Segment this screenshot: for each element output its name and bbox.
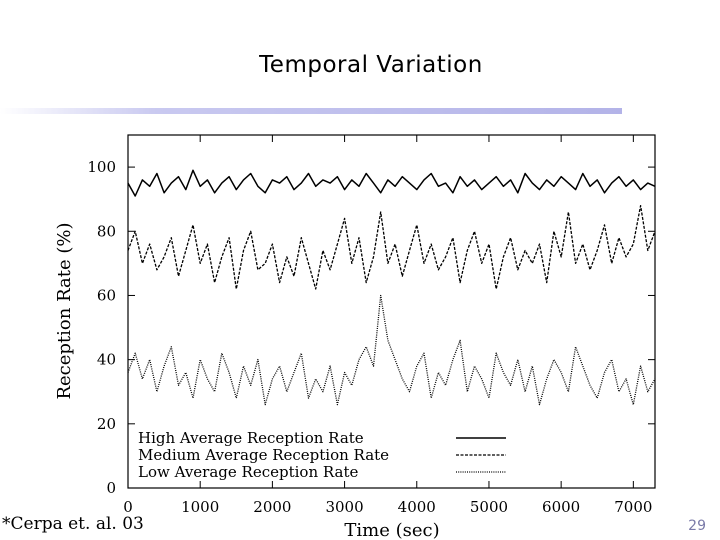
plot-frame: [127, 134, 656, 489]
x-tick-label: 2000: [253, 498, 291, 516]
series-line-2: [127, 204, 656, 290]
y-tick-label: 20: [97, 415, 116, 433]
legend-label-3: Low Average Reception Rate: [138, 463, 358, 481]
x-tick-label: 4000: [398, 498, 436, 516]
x-tick-label: 6000: [542, 498, 580, 516]
y-tick-label: 80: [97, 222, 116, 240]
y-tick-label: 0: [106, 479, 116, 497]
y-tick-label: 60: [97, 286, 116, 304]
y-tick-label: 100: [87, 158, 116, 176]
slide-title: Temporal Variation: [259, 52, 483, 78]
x-tick-label: 7000: [614, 498, 652, 516]
slide-number: 29: [688, 518, 706, 534]
legend-label-1: High Average Reception Rate: [138, 429, 364, 447]
x-tick-label: 0: [123, 498, 133, 516]
y-tick-label: 40: [97, 351, 116, 369]
series-lines: [127, 169, 656, 406]
citation: *Cerpa et. al. 03: [2, 514, 144, 534]
axis-ticks: 0 1000 2000 3000 4000 5000 6000 7000 0 20 40 60 80 10…: [87, 135, 655, 516]
series-line-1: [127, 169, 656, 197]
x-axis-label: Time (sec): [344, 520, 439, 540]
x-tick-label: 3000: [325, 498, 363, 516]
title-underline: [0, 108, 622, 114]
legend-label-2: Medium Average Reception Rate: [138, 446, 389, 464]
y-axis-label: Reception Rate (%): [54, 222, 75, 399]
series-line-3: [127, 294, 656, 406]
x-tick-label: 1000: [181, 498, 219, 516]
x-tick-label: 5000: [470, 498, 508, 516]
